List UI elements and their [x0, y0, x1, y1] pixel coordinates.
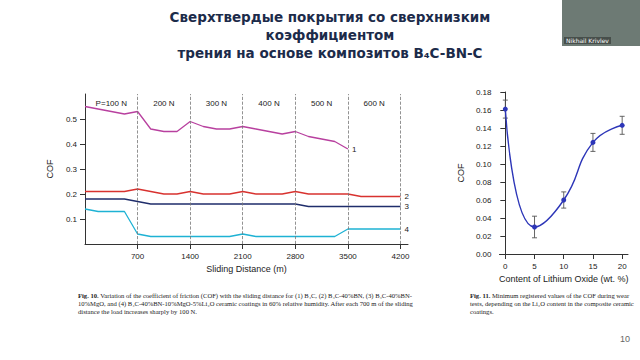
svg-text:200 N: 200 N [153, 99, 175, 108]
svg-text:300 N: 300 N [206, 99, 228, 108]
html-text:Fig. 10. Variation of the coef: Fig. 10. Variation of the coefficient of… [78, 292, 413, 315]
svg-text:20: 20 [618, 262, 627, 271]
svg-text:3500: 3500 [339, 252, 357, 261]
svg-text:0.2: 0.2 [66, 190, 78, 199]
svg-text:0.06: 0.06 [476, 196, 492, 205]
svg-text:0.16: 0.16 [476, 106, 492, 115]
svg-text:Sliding Distance (m): Sliding Distance (m) [206, 264, 287, 274]
svg-text:400 N: 400 N [258, 99, 280, 108]
svg-text:2800: 2800 [286, 252, 304, 261]
svg-text:600 N: 600 N [364, 99, 386, 108]
svg-text:0.04: 0.04 [476, 214, 492, 223]
svg-text:5: 5 [532, 262, 537, 271]
svg-text:Content of Lithium Oxide (wt.: Content of Lithium Oxide (wt. %) [499, 274, 629, 284]
svg-text:1400: 1400 [181, 252, 199, 261]
svg-text:1: 1 [352, 145, 357, 154]
svg-text:0.4: 0.4 [66, 140, 78, 149]
svg-text:COF: COF [456, 163, 466, 183]
svg-text:0.02: 0.02 [476, 232, 492, 241]
html-text:Nikhail Krivlev: Nikhail Krivlev [566, 37, 609, 44]
svg-text:2100: 2100 [234, 252, 252, 261]
svg-text:0.14: 0.14 [476, 124, 492, 133]
svg-text:700: 700 [131, 252, 145, 261]
svg-text:0.18: 0.18 [476, 88, 492, 97]
svg-text:0.08: 0.08 [476, 178, 492, 187]
svg-text:0.5: 0.5 [66, 115, 78, 124]
svg-text:10: 10 [559, 262, 568, 271]
svg-text:0.12: 0.12 [476, 142, 492, 151]
svg-text:2: 2 [404, 192, 409, 201]
html-text:10: 10 [620, 334, 630, 344]
svg-text:4: 4 [404, 225, 409, 234]
svg-text:0.1: 0.1 [66, 215, 78, 224]
svg-text:P=100 N: P=100 N [96, 99, 128, 108]
svg-text:0: 0 [503, 262, 508, 271]
svg-text:0.3: 0.3 [66, 165, 78, 174]
svg-text:0.00: 0.00 [476, 250, 492, 259]
html-text:Сверхтвердые покрытия со сверх: Сверхтвердые покрытия со сверхнизким коэ… [169, 9, 491, 43]
svg-text:500 N: 500 N [311, 99, 333, 108]
html-text:трения на основе композитов B₄: трения на основе композитов B₄C-BN-C [177, 45, 483, 61]
svg-text:0.10: 0.10 [476, 160, 492, 169]
svg-text:COF: COF [45, 159, 55, 179]
html-text:Fig. 11. Minimum registered va: Fig. 11. Minimum registered values of th… [470, 292, 634, 315]
svg-text:15: 15 [588, 262, 597, 271]
svg-text:3: 3 [404, 202, 409, 211]
svg-text:4200: 4200 [392, 252, 410, 261]
